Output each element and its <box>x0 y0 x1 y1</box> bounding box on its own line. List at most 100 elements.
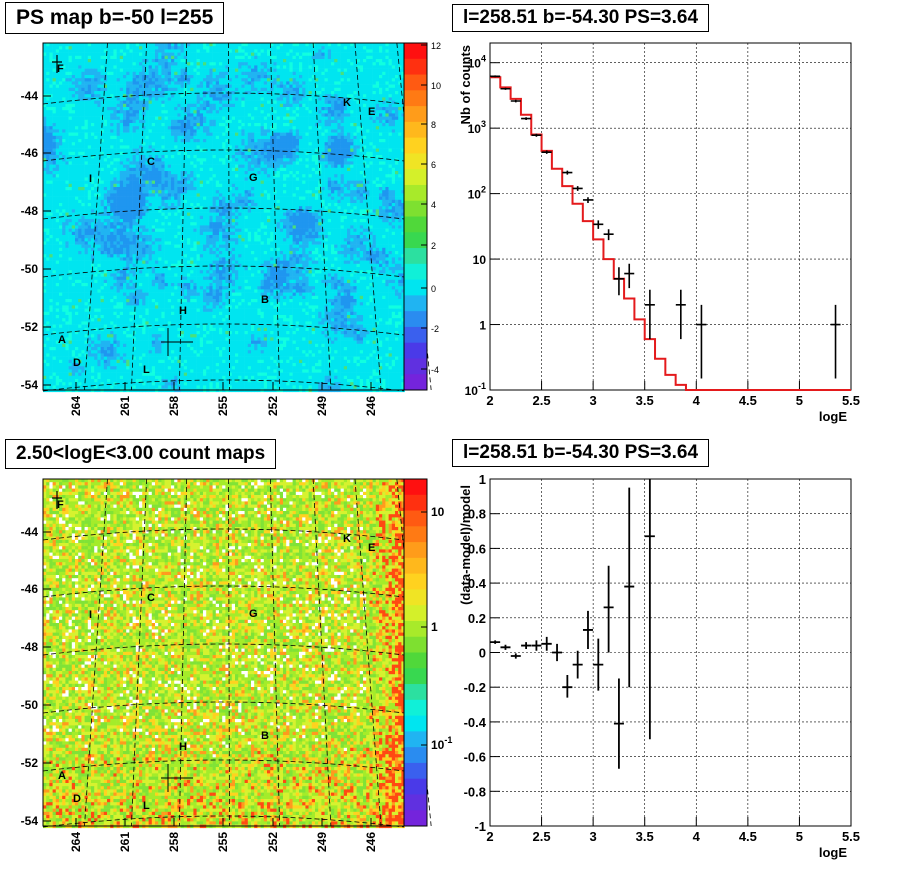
spectrum-x-tick-label: 4 <box>693 393 701 408</box>
source-label-d: D <box>73 357 81 369</box>
colorbar-tick-label: -4 <box>431 365 439 375</box>
spectrum-data-point <box>644 289 655 340</box>
residual-data-point <box>644 479 655 740</box>
source-label-l: L <box>143 800 150 812</box>
spectrum-data-point <box>490 75 501 78</box>
map-x-tick-label: 249 <box>315 396 329 416</box>
colorbar-tick-label: 6 <box>431 160 436 170</box>
residual-title: l=258.51 b=-54.30 PS=3.64 <box>452 439 710 467</box>
residual-x-axis-label: logE <box>819 845 847 860</box>
map-y-tick-label: -44 <box>21 525 39 539</box>
source-label-h: H <box>179 305 187 317</box>
source-f-marker <box>52 55 62 73</box>
residual-y-tick-label: -0.8 <box>464 784 486 799</box>
spectrum-title: l=258.51 b=-54.30 PS=3.64 <box>452 4 710 32</box>
map-x-tick-label: 258 <box>167 832 181 852</box>
spectrum-data-point <box>562 170 573 175</box>
residual-x-tick-label: 4 <box>693 829 701 844</box>
spectrum-y-tick-label: 10 <box>473 253 487 267</box>
spectrum-data-point <box>675 289 686 340</box>
source-label-l: L <box>143 364 150 376</box>
residual-data-point <box>613 678 624 769</box>
colorbar <box>403 42 428 391</box>
map-cells <box>43 43 405 393</box>
colorbar-tick-label: 12 <box>431 41 441 51</box>
residual-x-tick-label: 5.5 <box>842 829 860 844</box>
residual-data-point <box>593 638 604 691</box>
spectrum-y-tick-label: 104 <box>468 54 486 71</box>
source-label-k: K <box>343 97 351 109</box>
map-y-tick-label: -46 <box>21 582 39 596</box>
map-x-tick-label: 261 <box>118 832 132 852</box>
spectrum-data-point <box>603 229 614 241</box>
spectrum-data-point <box>613 267 624 296</box>
spectrum-y-tick-label: 10-1 <box>465 381 486 398</box>
colorbar-tick-label: 10 <box>431 81 441 91</box>
map-y-tick-label: -44 <box>21 89 39 103</box>
colorbar-tick-label: 10 <box>431 505 445 519</box>
residual-y-tick-label: 0.6 <box>468 541 486 556</box>
map-y-tick-label: -46 <box>21 146 39 160</box>
source-label-i: I <box>89 609 92 621</box>
residual-data-point <box>562 675 573 698</box>
spectrum-data-point <box>541 150 552 154</box>
source-label-c: C <box>147 592 155 604</box>
map-y-tick-label: -50 <box>21 698 39 712</box>
colorbar-tick-label: -2 <box>431 324 439 334</box>
spectrum-panel: 2 2.5 3 3.5 4 4.5 5 5.5 10-1 1 10 102 103 104 logE Nb o… <box>458 42 860 424</box>
spectrum-x-tick-label: 3.5 <box>636 393 654 408</box>
spectrum-frame <box>489 42 852 391</box>
residual-data-point <box>552 643 563 662</box>
spectrum-x-tick-label: 4.5 <box>739 393 757 408</box>
ps-map-title: PS map b=-50 l=255 <box>5 2 225 34</box>
residual-y-axis-label: (data-model)/model <box>458 485 473 605</box>
residual-y-tick-label: 0.4 <box>468 576 487 591</box>
source-label-b: B <box>261 730 269 742</box>
map-x-tick-label: 261 <box>118 396 132 416</box>
map-y-tick-label: -48 <box>21 204 39 218</box>
map-y-tick-label: -48 <box>21 640 39 654</box>
spectrum-data-point <box>696 304 707 379</box>
spectrum-data-point <box>830 304 841 379</box>
source-label-f: F <box>57 499 64 511</box>
source-label-g: G <box>249 608 258 620</box>
residual-data-point <box>624 487 635 688</box>
spectrum-data-point <box>521 117 532 121</box>
colorbar <box>403 478 428 827</box>
spectrum-x-tick-label: 2 <box>486 393 493 408</box>
residual-data-point <box>490 640 501 644</box>
spectrum-data-point <box>500 87 511 90</box>
spectrum-y-tick-label: 102 <box>468 185 486 202</box>
colorbar-tick-label: 1 <box>431 620 438 634</box>
map-x-tick-label: 255 <box>216 832 230 852</box>
map-x-tick-label: 246 <box>364 396 378 416</box>
residual-data-point <box>603 565 614 653</box>
residual-x-tick-label: 5 <box>796 829 803 844</box>
residual-data-point <box>510 653 521 659</box>
count-map-title: 2.50<logE<3.00 count maps <box>5 439 277 469</box>
source-label-b: B <box>261 294 269 306</box>
residual-panel: 2 2.5 3 3.5 4 4.5 5 5.5 1 0.8 0.6 0.4 0.2 0 -0.2 -0.4 -0… <box>458 472 860 860</box>
residual-data-point <box>541 636 552 651</box>
source-label-e: E <box>368 542 375 554</box>
spectrum-x-axis-label: logE <box>819 409 847 424</box>
source-label-c: C <box>147 156 155 168</box>
colorbar-tick-label: 8 <box>431 120 436 130</box>
colorbar-tick-label: 2 <box>431 241 436 251</box>
residual-y-tick-label: 0.8 <box>468 507 486 522</box>
spectrum-data-point <box>593 220 604 229</box>
spectrum-data-point <box>531 133 542 137</box>
residual-x-tick-label: 3.5 <box>636 829 654 844</box>
colorbar-tick-label: 10-1 <box>431 735 452 752</box>
residual-x-tick-label: 4.5 <box>739 829 757 844</box>
residual-data-point <box>500 644 511 650</box>
map-y-tick-label: -52 <box>21 320 39 334</box>
map-y-tick-label: -54 <box>21 814 39 828</box>
map-x-tick-label: 246 <box>364 832 378 852</box>
spectrum-data-point <box>510 99 521 103</box>
map-x-tick-label: 252 <box>266 396 280 416</box>
map-x-tick-label: 264 <box>69 832 83 852</box>
map-y-tick-label: -52 <box>21 756 39 770</box>
source-label-a: A <box>58 770 66 782</box>
